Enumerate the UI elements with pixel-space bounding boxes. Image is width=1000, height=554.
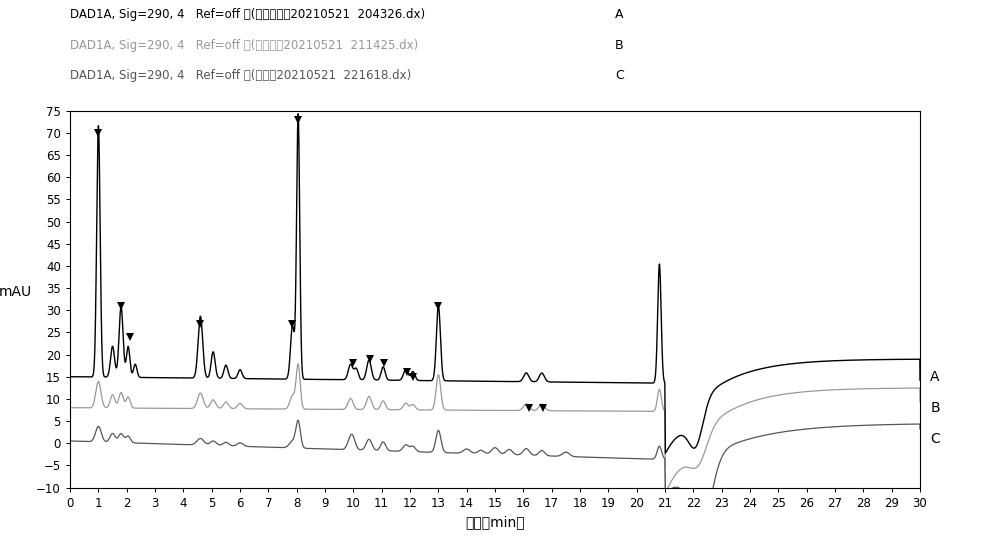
Text: B: B (930, 401, 940, 415)
Text: C: C (615, 69, 624, 82)
Y-axis label: mAU: mAU (0, 285, 32, 299)
X-axis label: 时间［min］: 时间［min］ (465, 515, 525, 529)
Text: DAD1A, Sig=290, 4   Ref=off ，(供试品20210521  221618.dx): DAD1A, Sig=290, 4 Ref=off ，(供试品20210521 … (70, 69, 411, 82)
Text: DAD1A, Sig=290, 4   Ref=off ，(空白辅斖20210521  211425.dx): DAD1A, Sig=290, 4 Ref=off ，(空白辅斖20210521… (70, 39, 418, 52)
Text: DAD1A, Sig=290, 4   Ref=off ，(系统适用性20210521  204326.dx): DAD1A, Sig=290, 4 Ref=off ，(系统适用性2021052… (70, 8, 425, 21)
Text: C: C (930, 432, 940, 446)
Text: B: B (615, 39, 624, 52)
Text: A: A (615, 8, 624, 21)
Text: A: A (930, 370, 940, 384)
